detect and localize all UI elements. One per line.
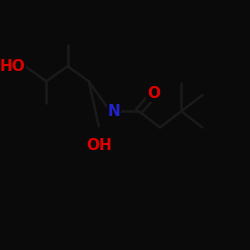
- Text: O: O: [147, 86, 160, 101]
- Text: OH: OH: [86, 138, 112, 152]
- Text: HO: HO: [0, 59, 25, 74]
- Text: N: N: [108, 104, 120, 119]
